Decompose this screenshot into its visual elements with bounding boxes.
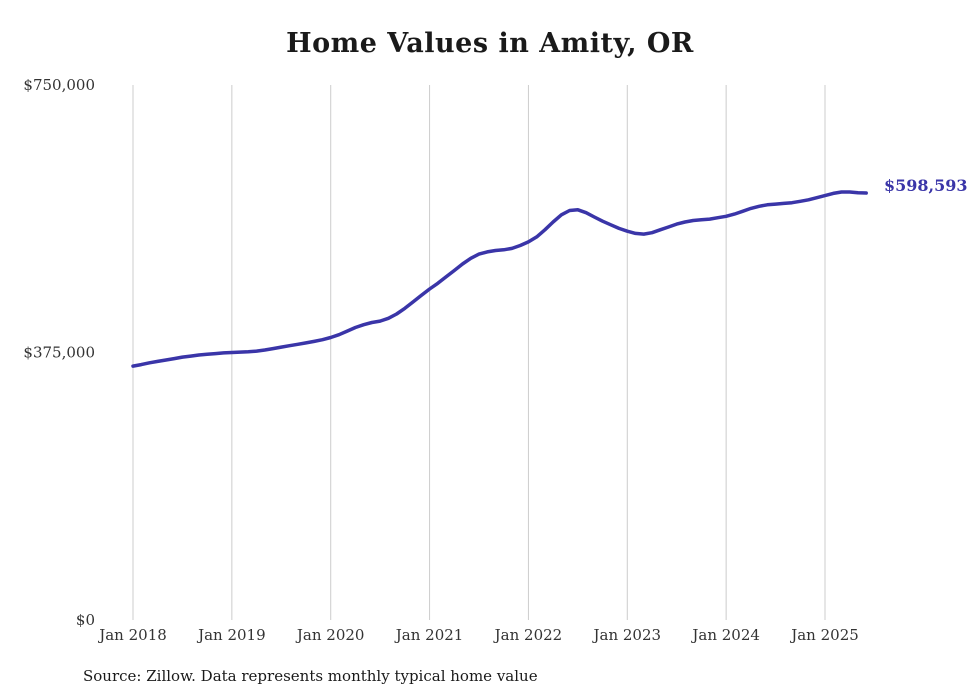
x-axis-tick: Jan 2021	[394, 626, 464, 644]
x-axis-tick: Jan 2023	[592, 626, 662, 644]
home-value-series-line	[131, 190, 868, 368]
x-axis-tick: Jan 2020	[295, 626, 365, 644]
source-note: Source: Zillow. Data represents monthly …	[83, 667, 538, 685]
x-axis-tick: Jan 2025	[789, 626, 859, 644]
y-axis-tick: $375,000	[23, 344, 95, 362]
y-axis-tick: $0	[76, 611, 95, 629]
chart-title: Home Values in Amity, OR	[286, 28, 694, 59]
x-axis-tick: Jan 2022	[493, 626, 563, 644]
x-axis-tick: Jan 2019	[196, 626, 266, 644]
x-axis-tick: Jan 2018	[97, 626, 167, 644]
y-axis-tick: $750,000	[23, 76, 95, 94]
x-axis-tick: Jan 2024	[690, 626, 760, 644]
end-value-label: $598,593	[884, 176, 968, 195]
